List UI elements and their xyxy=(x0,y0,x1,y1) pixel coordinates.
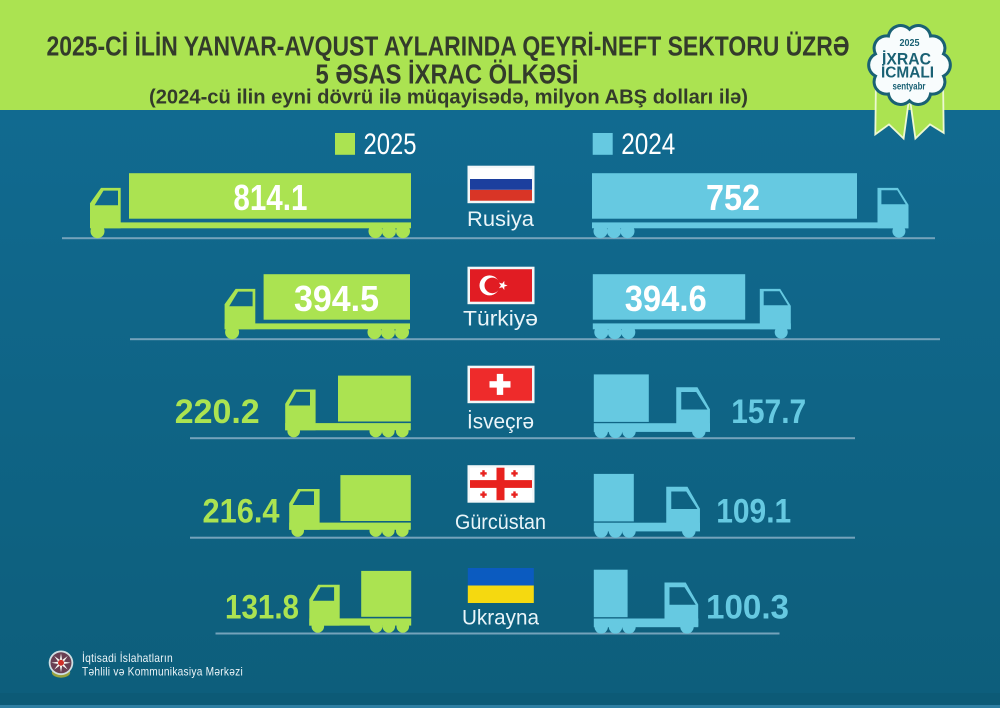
svg-text:2025-Cİ İLİN YANVAR-AVQUST AYL: 2025-Cİ İLİN YANVAR-AVQUST AYLARINDA QEY… xyxy=(47,31,850,62)
svg-text:109.1: 109.1 xyxy=(716,493,791,531)
svg-text:2025: 2025 xyxy=(364,128,417,161)
svg-text:sentyabr: sentyabr xyxy=(893,81,926,93)
svg-text:Gürcüstan: Gürcüstan xyxy=(455,511,546,534)
svg-text:157.7: 157.7 xyxy=(731,393,806,431)
svg-text:(2024-cü ilin eyni dövrü ilə m: (2024-cü ilin eyni dövrü ilə müqayisədə,… xyxy=(149,87,748,109)
svg-text:Türkiyə: Türkiyə xyxy=(463,307,538,330)
svg-text:131.8: 131.8 xyxy=(225,589,299,627)
svg-text:İXRAC: İXRAC xyxy=(882,49,931,68)
svg-text:İqtisadi İslahatların: İqtisadi İslahatların xyxy=(82,651,173,665)
svg-text:Ukrayna: Ukrayna xyxy=(462,607,539,630)
svg-text:752: 752 xyxy=(706,177,760,218)
svg-text:5 ƏSAS İXRAC ÖLKƏSİ: 5 ƏSAS İXRAC ÖLKƏSİ xyxy=(316,59,579,90)
svg-text:394.6: 394.6 xyxy=(625,278,707,319)
svg-text:220.2: 220.2 xyxy=(175,393,260,431)
svg-text:100.3: 100.3 xyxy=(706,589,789,627)
svg-text:İsveçrə: İsveçrə xyxy=(467,411,534,434)
svg-text:Rusiya: Rusiya xyxy=(467,208,534,231)
svg-text:216.4: 216.4 xyxy=(203,493,280,531)
svg-text:İCMALI: İCMALI xyxy=(881,64,934,82)
svg-text:2024: 2024 xyxy=(621,128,675,161)
svg-text:814.1: 814.1 xyxy=(233,177,307,218)
svg-text:Təhlili və Kommunikasiya Mərkə: Təhlili və Kommunikasiya Mərkəzi xyxy=(82,664,243,678)
svg-text:394.5: 394.5 xyxy=(294,278,379,319)
svg-text:2025: 2025 xyxy=(900,38,920,49)
